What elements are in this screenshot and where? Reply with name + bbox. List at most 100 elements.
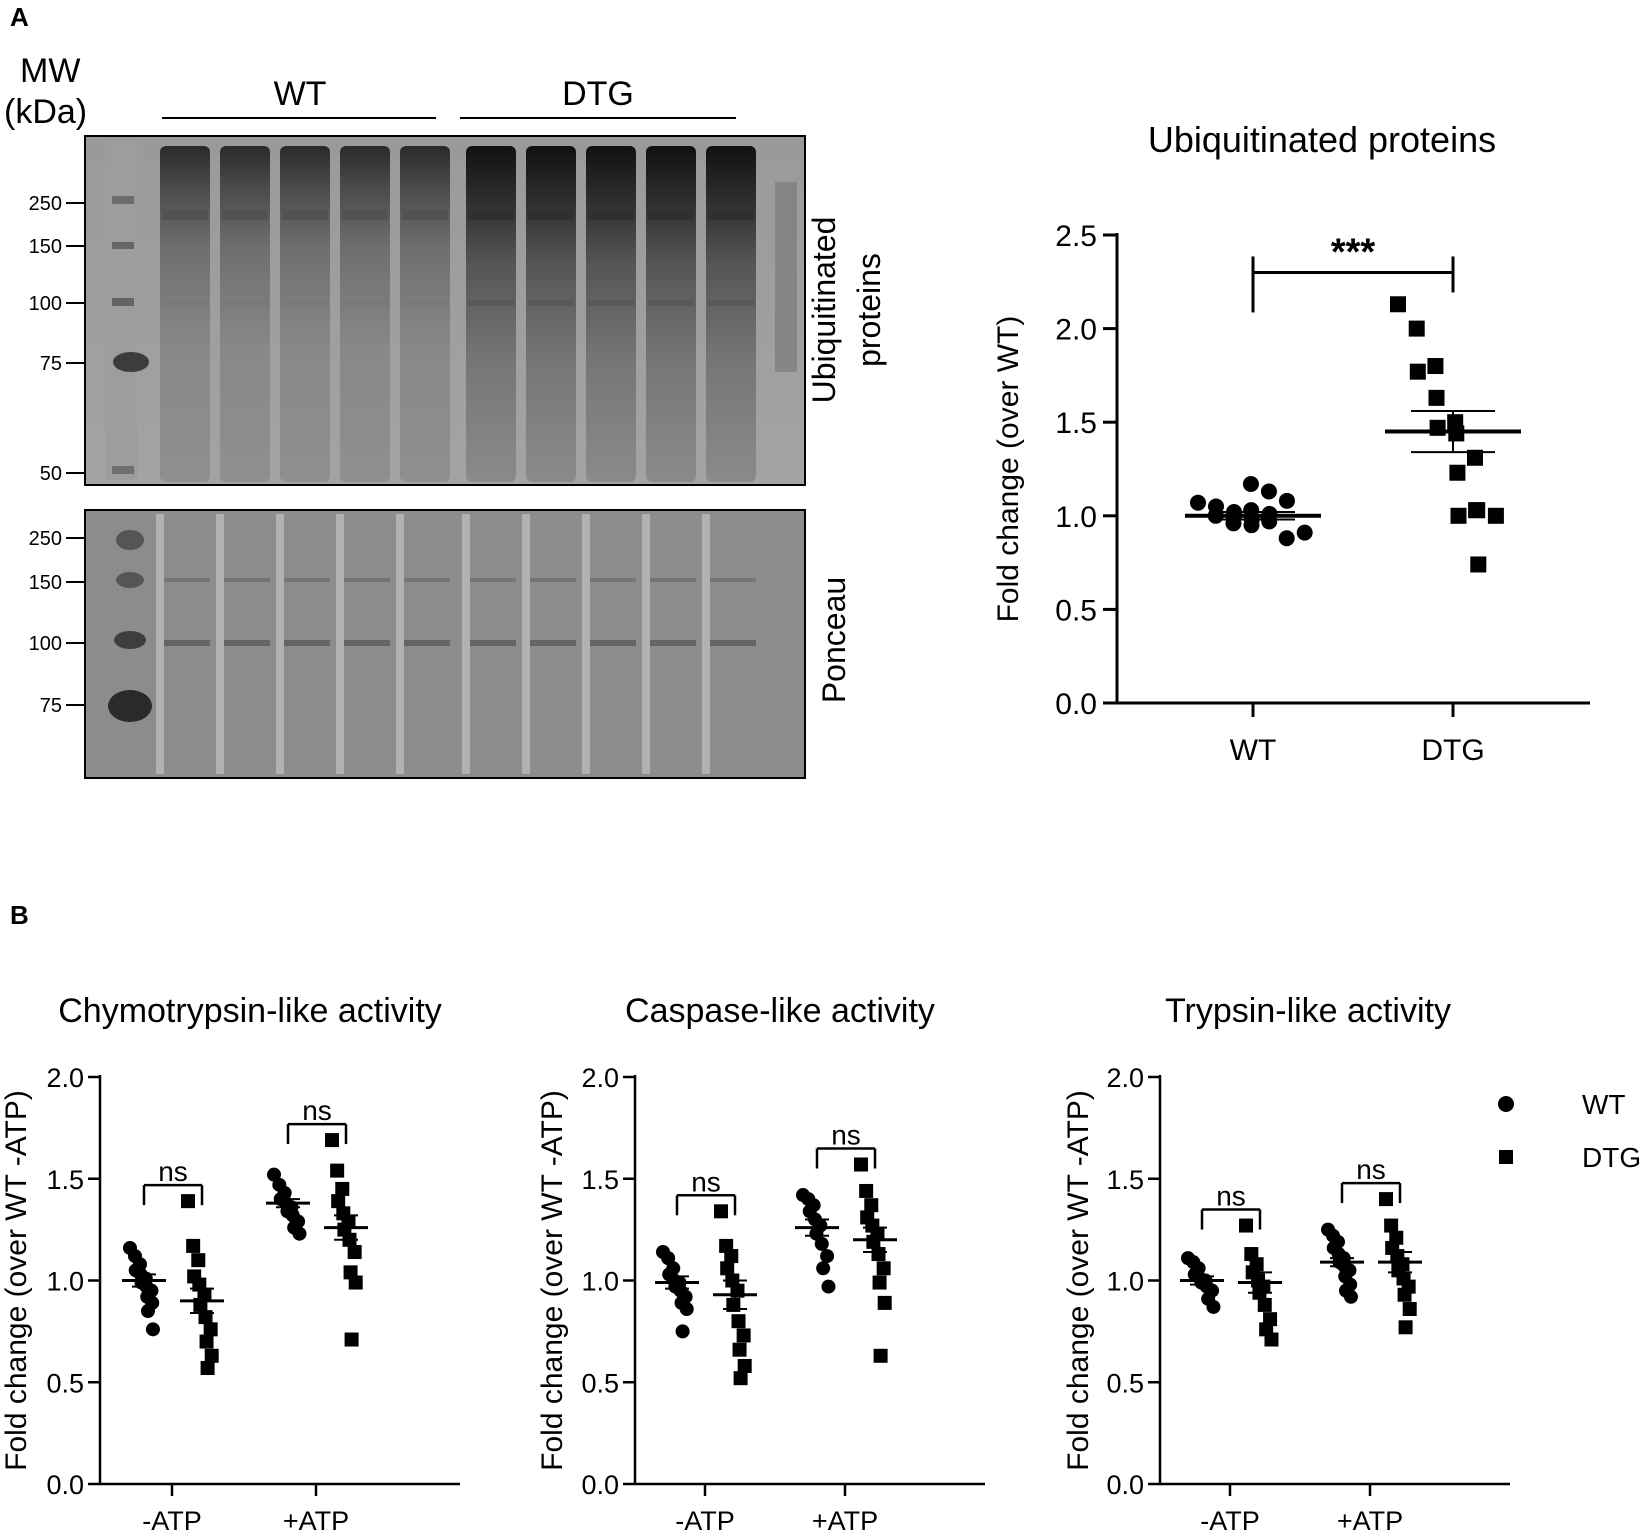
mw-marker-label: 75 [40, 353, 62, 375]
data-point [864, 1198, 879, 1213]
data-point [1260, 483, 1277, 500]
legend-wt-marker [1498, 1096, 1514, 1112]
data-point [675, 1324, 690, 1339]
y-tick-label: 0.0 [1106, 1470, 1144, 1500]
data-point [1487, 507, 1504, 524]
significance-label: ns [691, 1166, 721, 1197]
blot-band [528, 300, 574, 306]
blot-band [402, 300, 448, 306]
blot-band [222, 210, 268, 220]
significance-label: *** [1331, 231, 1376, 273]
data-point [325, 1133, 339, 1148]
ponceau-band [404, 640, 450, 646]
data-point [859, 1183, 874, 1198]
blot-band [708, 210, 754, 220]
data-point [1427, 358, 1444, 375]
blot-band [222, 300, 268, 306]
data-point [204, 1348, 219, 1363]
y-axis-label: Fold change (over WT -ATP) [1062, 1090, 1095, 1471]
data-point [679, 1301, 694, 1316]
ponceau-band [470, 578, 516, 582]
lane-gap [582, 514, 590, 774]
data-point [1408, 320, 1425, 337]
data-point [1264, 1332, 1279, 1347]
data-point [872, 1275, 887, 1290]
y-tick-label: 0.5 [46, 1368, 84, 1398]
data-point [854, 1157, 868, 1172]
top-blot-label-line2: proteins [851, 253, 887, 367]
blot-lane [220, 146, 270, 482]
blot-band [468, 300, 514, 306]
data-point [1343, 1289, 1358, 1304]
blot-band [648, 300, 694, 306]
legend-dtg-label: DTG [1582, 1142, 1641, 1173]
blot-band [708, 300, 754, 306]
data-point [1470, 556, 1487, 573]
lane-gap [276, 514, 284, 774]
x-tick-label: +ATP [812, 1506, 878, 1536]
y-tick-label: 2.5 [1055, 220, 1097, 253]
chart-chymotrypsin: Chymotrypsin-like activity Fold change (o… [0, 992, 460, 1536]
x-tick-label: -ATP [675, 1506, 735, 1536]
ponceau-band [530, 578, 576, 582]
x-tick-label: +ATP [283, 1506, 349, 1536]
data-point [873, 1348, 888, 1363]
chart-title: Trypsin-like activity [1165, 992, 1451, 1030]
mw-header-line1: MW [20, 52, 80, 90]
ponceau-band [344, 640, 390, 646]
y-tick-label: 1.0 [1106, 1267, 1144, 1297]
chart-ubiquitinated: Ubiquitinated proteins Fold change (over … [992, 119, 1590, 767]
data-point [736, 1328, 751, 1343]
significance-label: ns [1216, 1181, 1246, 1212]
chart-title: Ubiquitinated proteins [1148, 119, 1496, 160]
data-point [714, 1204, 728, 1219]
data-point [724, 1249, 739, 1264]
mw-marker-label: 150 [29, 572, 62, 594]
blot-band [282, 300, 328, 306]
ponceau-band [710, 640, 756, 646]
mw-marker-label: 75 [40, 695, 62, 717]
blot-band [588, 300, 634, 306]
y-tick-label: 2.0 [581, 1063, 619, 1093]
data-point [720, 1261, 735, 1276]
data-point [1243, 517, 1260, 534]
legend-dtg-marker [1499, 1150, 1513, 1164]
mw-marker-label: 150 [29, 236, 62, 258]
ponceau-band [404, 578, 450, 582]
lane-gap [522, 514, 530, 774]
blot-lane [706, 146, 756, 482]
group-label-dtg: DTG [562, 75, 634, 113]
ponceau-band [164, 578, 210, 582]
panel-b-letter: B [10, 900, 29, 930]
mw-marker-label: 100 [29, 293, 62, 315]
data-point [1242, 475, 1259, 492]
data-point [1257, 1297, 1272, 1312]
ponceau-band [710, 578, 756, 582]
blot-band [282, 210, 328, 220]
x-tick-label: DTG [1421, 734, 1484, 767]
bottom-blot-label: Ponceau [816, 577, 852, 703]
y-tick-label: 0.0 [581, 1470, 619, 1500]
blot-lane [280, 146, 330, 482]
ponceau-band [344, 578, 390, 582]
bottom-mw-markers: 250 150 100 75 [29, 528, 85, 717]
ponceau-band [284, 640, 330, 646]
data-point [203, 1322, 218, 1337]
chart-title: Caspase-like activity [625, 992, 935, 1030]
mw-marker-label: 250 [29, 528, 62, 550]
blot-lane [526, 146, 576, 482]
ponceau-band [224, 578, 270, 582]
data-point [1397, 1287, 1412, 1302]
blot-lane [340, 146, 390, 482]
lane-gap [396, 514, 404, 774]
lane-gap [702, 514, 710, 774]
data-point [1239, 1218, 1253, 1233]
data-point [1398, 1320, 1413, 1335]
y-tick-label: 1.5 [1106, 1165, 1144, 1195]
data-point [733, 1371, 748, 1386]
data-point [335, 1181, 350, 1196]
y-tick-label: 1.0 [46, 1267, 84, 1297]
significance-label: ns [158, 1156, 188, 1187]
mw-marker-label: 100 [29, 633, 62, 655]
data-point [1206, 1299, 1221, 1314]
